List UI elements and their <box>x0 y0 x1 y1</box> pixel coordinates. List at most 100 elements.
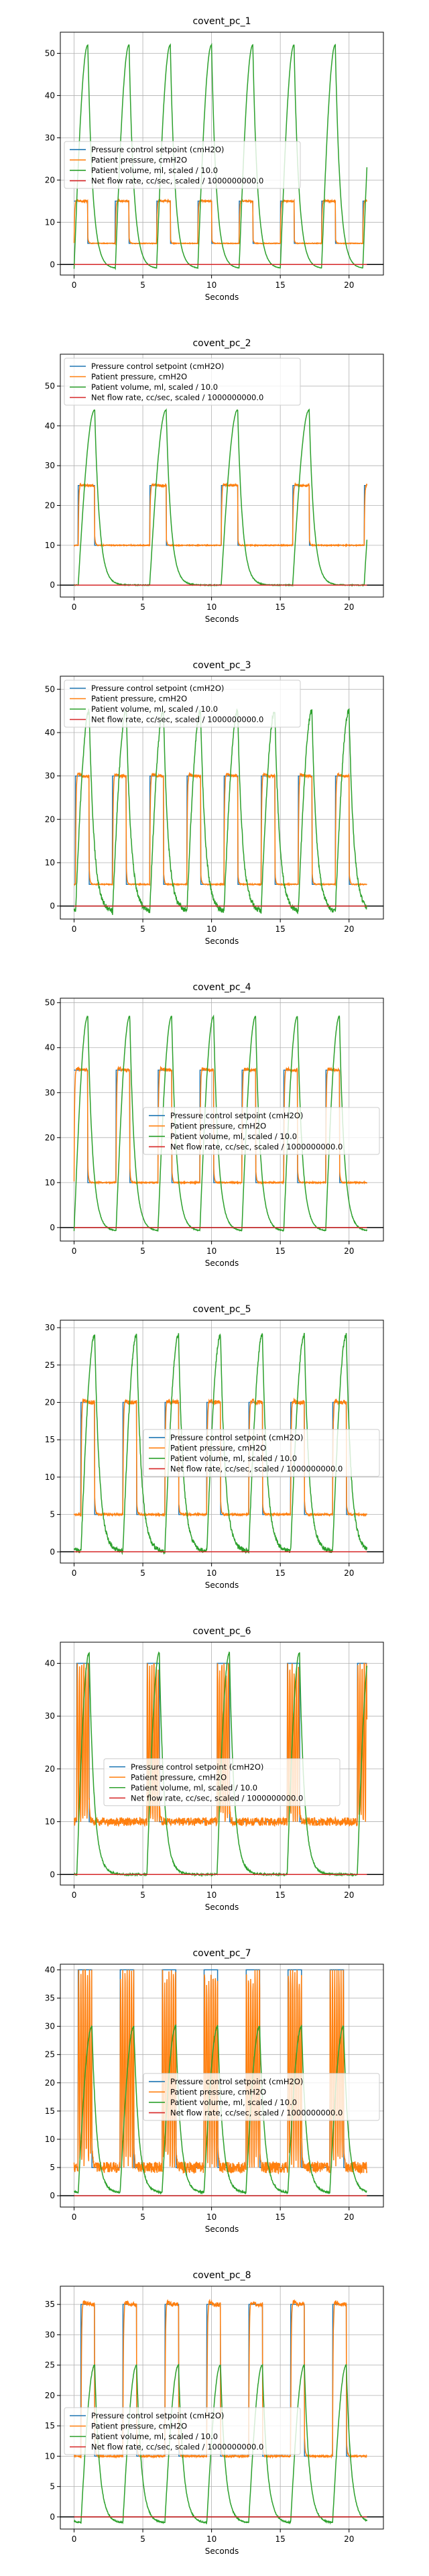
x-tick-label: 5 <box>140 1890 145 1900</box>
legend-label: Pressure control setpoint (cmH2O) <box>91 2411 224 2420</box>
legend-box <box>64 141 301 189</box>
x-tick-label: 10 <box>206 1246 217 1256</box>
y-tick-label: 30 <box>45 1323 55 1332</box>
x-tick-label: 5 <box>140 280 145 290</box>
axes-frame <box>60 998 384 1242</box>
axes-frame <box>60 1320 384 1564</box>
y-tick-label: 40 <box>45 728 55 737</box>
chart-title: covent_pc_8 <box>192 2270 251 2281</box>
y-tick-label: 25 <box>45 2361 55 2370</box>
y-tick-label: 20 <box>45 175 55 184</box>
legend-label: Net flow rate, cc/sec, scaled / 10000000… <box>170 1464 343 1473</box>
y-tick-label: 30 <box>45 1711 55 1721</box>
legend-box <box>143 1107 380 1155</box>
y-tick-label: 50 <box>45 381 55 390</box>
x-tick-label: 0 <box>72 2212 77 2222</box>
x-tick-label: 10 <box>206 602 217 612</box>
series-group <box>60 1014 383 1232</box>
y-tick-label: 0 <box>50 1547 55 1556</box>
legend-label: Patient pressure, cmH2O <box>91 694 187 704</box>
legend-label: Patient pressure, cmH2O <box>170 2087 266 2096</box>
x-axis-label: Seconds <box>205 2546 239 2556</box>
y-tick-label: 10 <box>45 217 55 227</box>
legend: Pressure control setpoint (cmH2O)Patient… <box>64 358 301 406</box>
axes-frame <box>60 354 384 598</box>
series-group <box>60 408 383 587</box>
x-tick-label: 10 <box>206 2212 217 2222</box>
chart-title: covent_pc_4 <box>192 982 251 993</box>
legend-label: Patient volume, ml, scaled / 10.0 <box>170 1132 297 1141</box>
chart-title: covent_pc_7 <box>192 1948 251 1959</box>
chart-2: covent_pc_2 0 5 10 15 20 0 10 20 30 40 50 Seconds Pre… <box>45 338 384 624</box>
volume-line <box>73 1332 368 1556</box>
chart-4: covent_pc_4 0 5 10 15 20 0 10 20 30 40 50 Seconds Pre… <box>45 982 384 1268</box>
y-tick-label: 50 <box>45 684 55 694</box>
x-tick-label: 15 <box>275 602 286 612</box>
setpoint-line <box>74 1969 367 2168</box>
x-tick-label: 5 <box>140 602 145 612</box>
chart-8: covent_pc_8 0 5 10 15 20 0 5 10 15 20 25 30 35 Seconds… <box>45 2270 384 2556</box>
y-tick-label: 5 <box>50 2163 55 2172</box>
chart-title: covent_pc_1 <box>192 16 251 27</box>
y-tick-label: 0 <box>50 2512 55 2522</box>
legend: Pressure control setpoint (cmH2O)Patient… <box>103 1758 341 1807</box>
y-tick-label: 10 <box>45 1178 55 1187</box>
y-tick-label: 30 <box>45 771 55 781</box>
y-tick-label: 0 <box>50 260 55 269</box>
y-tick-label: 0 <box>50 580 55 590</box>
chart-title: covent_pc_5 <box>192 1304 251 1315</box>
y-tick-label: 20 <box>45 2078 55 2088</box>
y-tick-label: 10 <box>45 1472 55 1482</box>
legend-label: Patient volume, ml, scaled / 10.0 <box>91 2432 218 2441</box>
axes-frame <box>60 1964 384 2208</box>
legend: Pressure control setpoint (cmH2O)Patient… <box>64 680 301 728</box>
volume-line <box>73 1014 368 1232</box>
chart-title: covent_pc_3 <box>192 660 251 671</box>
x-tick-label: 15 <box>275 1246 286 1256</box>
x-tick-label: 5 <box>140 1568 145 1578</box>
x-tick-label: 15 <box>275 924 286 934</box>
x-tick-label: 0 <box>72 280 77 290</box>
legend-label: Patient pressure, cmH2O <box>131 1772 227 1782</box>
legend-label: Net flow rate, cc/sec, scaled / 10000000… <box>91 393 263 402</box>
x-tick-label: 10 <box>206 2534 217 2544</box>
setpoint-line <box>74 485 367 546</box>
y-tick-label: 20 <box>45 1133 55 1142</box>
y-tick-label: 40 <box>45 1965 55 1974</box>
y-tick-label: 40 <box>45 91 55 100</box>
legend-label: Patient pressure, cmH2O <box>91 372 187 382</box>
x-tick-label: 5 <box>140 1246 145 1256</box>
legend-box <box>64 358 301 406</box>
x-tick-label: 10 <box>206 1568 217 1578</box>
x-tick-label: 5 <box>140 2534 145 2544</box>
x-axis-label: Seconds <box>205 1258 239 1268</box>
legend-label: Pressure control setpoint (cmH2O) <box>170 1111 303 1120</box>
y-tick-label: 10 <box>45 2135 55 2144</box>
x-axis-label: Seconds <box>205 936 239 946</box>
y-tick-label: 10 <box>45 1817 55 1827</box>
y-tick-label: 15 <box>45 2421 55 2430</box>
x-tick-label: 20 <box>344 1890 354 1900</box>
y-tick-label: 20 <box>45 501 55 511</box>
x-tick-label: 15 <box>275 1890 286 1900</box>
legend-label: Pressure control setpoint (cmH2O) <box>131 1762 263 1772</box>
x-tick-label: 20 <box>344 2212 354 2222</box>
legend-label: Pressure control setpoint (cmH2O) <box>170 1433 303 1442</box>
axes-frame <box>60 1642 384 1886</box>
volume-line <box>73 2363 368 2525</box>
x-tick-label: 20 <box>344 2534 354 2544</box>
legend-label: Net flow rate, cc/sec, scaled / 10000000… <box>170 1142 343 1151</box>
pressure-line <box>73 771 367 887</box>
legend-box <box>143 1429 380 1477</box>
y-tick-label: 40 <box>45 1658 55 1668</box>
x-tick-label: 0 <box>72 1890 77 1900</box>
y-tick-label: 25 <box>45 1360 55 1370</box>
y-tick-label: 0 <box>50 1223 55 1232</box>
x-tick-label: 20 <box>344 1568 354 1578</box>
y-tick-label: 0 <box>50 2191 55 2200</box>
legend-label: Net flow rate, cc/sec, scaled / 10000000… <box>91 2443 263 2452</box>
legend-label: Patient pressure, cmH2O <box>170 1121 266 1130</box>
axes-frame <box>60 32 384 276</box>
legend-label: Patient volume, ml, scaled / 10.0 <box>91 704 218 714</box>
legend-label: Pressure control setpoint (cmH2O) <box>91 684 224 693</box>
